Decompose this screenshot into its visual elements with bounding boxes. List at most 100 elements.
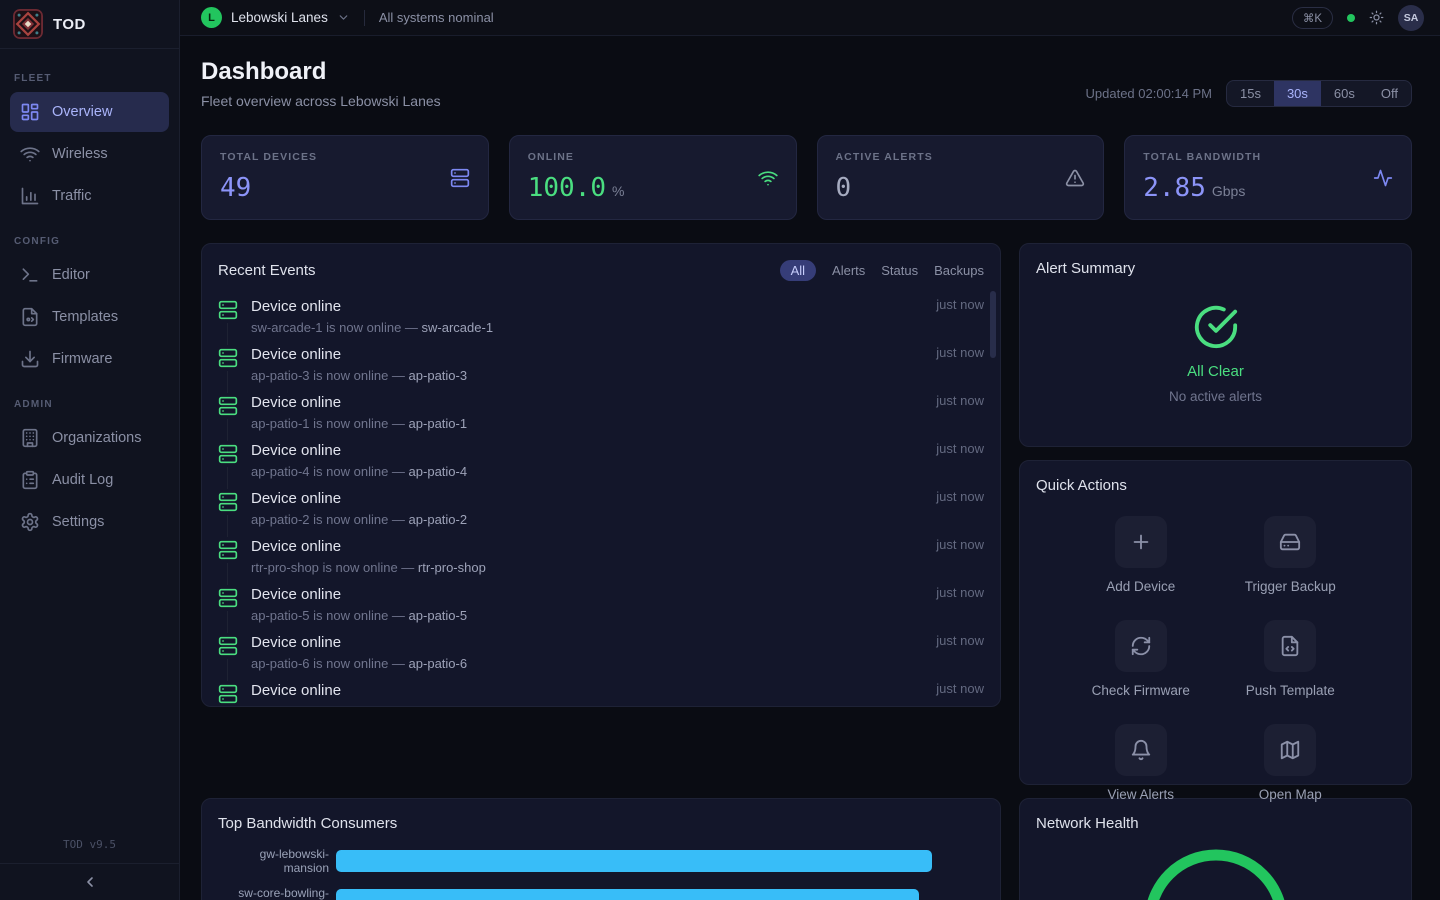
quick-action-add-device[interactable]: Add Device: [1066, 516, 1216, 594]
quick-action-label: Add Device: [1106, 579, 1175, 594]
page-content: Dashboard Fleet overview across Lebowski…: [180, 36, 1440, 900]
stat-card: ONLINE 100.0 %: [509, 135, 797, 220]
sidebar-item-label: Firmware: [52, 351, 112, 367]
wifi-icon: [758, 168, 778, 188]
server-icon: [218, 441, 238, 467]
sidebar-item-editor[interactable]: Editor: [10, 255, 169, 295]
server-icon: [218, 681, 238, 707]
stat-label: TOTAL BANDWIDTH: [1143, 151, 1261, 163]
event-message: ap-patio-3 is now online — ap-patio-3: [251, 368, 923, 383]
event-timestamp: just now: [936, 393, 984, 431]
quick-action-trigger-backup[interactable]: Trigger Backup: [1216, 516, 1366, 594]
server-icon: [218, 393, 238, 419]
sidebar-item-label: Overview: [52, 104, 112, 120]
stat-label: ONLINE: [528, 151, 625, 163]
event-title: Device online: [251, 345, 923, 365]
quick-action-check-firmware[interactable]: Check Firmware: [1066, 620, 1216, 698]
event-list-item[interactable]: Device online rtr-pro-shop is now online…: [218, 537, 984, 575]
network-health-card: Network Health 100: [1019, 798, 1412, 900]
quick-action-view-alerts[interactable]: View Alerts: [1066, 724, 1216, 802]
page-subtitle: Fleet overview across Lebowski Lanes: [201, 93, 441, 109]
event-filter-tabs: All Alerts Status Backups: [780, 260, 984, 281]
divider: [364, 10, 365, 26]
app-logo-icon: [13, 9, 43, 39]
event-list-item[interactable]: Device online ap-patio-5 is now online —…: [218, 585, 984, 623]
left-column: Recent Events All Alerts Status Backups Dev…: [201, 243, 1001, 900]
layout-dashboard-icon: [20, 102, 40, 122]
server-icon: [218, 633, 238, 659]
sun-icon: [1369, 10, 1384, 25]
plus-icon: [1130, 531, 1152, 553]
event-timestamp: just now: [936, 489, 984, 527]
tab-status[interactable]: Status: [881, 260, 918, 281]
event-list-item[interactable]: Device online ap-patio-1 is now online —…: [218, 393, 984, 431]
event-list-item[interactable]: Device online just now: [218, 681, 984, 707]
bandwidth-device-label: gw-lebowski-mansion: [218, 847, 336, 875]
system-status-text: All systems nominal: [379, 10, 494, 25]
event-list-item[interactable]: Device online sw-arcade-1 is now online …: [218, 297, 984, 335]
chevron-down-icon: [337, 11, 350, 24]
building-icon: [20, 428, 40, 448]
stat-card: ACTIVE ALERTS 0: [817, 135, 1105, 220]
sidebar-item-audit-log[interactable]: Audit Log: [10, 460, 169, 500]
nav-section-label: ADMIN: [14, 399, 165, 410]
refresh-option-15s[interactable]: 15s: [1227, 81, 1274, 106]
stat-cards-row: TOTAL DEVICES 49 ONLINE 100.0 %: [201, 135, 1412, 220]
tab-all[interactable]: All: [780, 260, 816, 281]
bandwidth-bar: [336, 889, 919, 900]
refresh-icon: [1130, 635, 1152, 657]
sidebar-item-label: Organizations: [52, 430, 141, 446]
sidebar-item-traffic[interactable]: Traffic: [10, 176, 169, 216]
tab-backups[interactable]: Backups: [934, 260, 984, 281]
quick-action-open-map[interactable]: Open Map: [1216, 724, 1366, 802]
gear-icon: [20, 512, 40, 532]
event-message: rtr-pro-shop is now online — rtr-pro-sho…: [251, 560, 923, 575]
event-list-item[interactable]: Device online ap-patio-2 is now online —…: [218, 489, 984, 527]
sidebar-item-wireless[interactable]: Wireless: [10, 134, 169, 174]
event-timestamp: just now: [936, 633, 984, 671]
recent-events-title: Recent Events: [218, 262, 316, 279]
bandwidth-device-label: sw-core-bowling-alley: [218, 886, 336, 900]
sidebar-item-overview[interactable]: Overview: [10, 92, 169, 132]
event-title: Device online: [251, 681, 923, 701]
quick-actions-card: Quick Actions Add Device Trigger Backup …: [1019, 460, 1412, 785]
stat-value: 100.0: [528, 173, 606, 203]
events-scrollbar[interactable]: [990, 291, 996, 358]
event-title: Device online: [251, 633, 923, 653]
event-list-item[interactable]: Device online ap-patio-3 is now online —…: [218, 345, 984, 383]
tenant-avatar: L: [201, 7, 222, 28]
sidebar-item-organizations[interactable]: Organizations: [10, 418, 169, 458]
terminal-icon: [20, 265, 40, 285]
quick-action-label: View Alerts: [1107, 787, 1174, 802]
stat-suffix: %: [612, 183, 624, 199]
refresh-option-off[interactable]: Off: [1368, 81, 1411, 106]
event-timestamp: just now: [936, 441, 984, 479]
refresh-interval-control: 15s30s60sOff: [1226, 80, 1412, 107]
sidebar-item-label: Audit Log: [52, 472, 113, 488]
clipboard-icon: [20, 470, 40, 490]
bandwidth-bar: [336, 850, 932, 872]
right-column: Alert Summary All Clear No active alerts…: [1019, 243, 1412, 900]
event-message: ap-patio-2 is now online — ap-patio-2: [251, 512, 923, 527]
event-list-item[interactable]: Device online ap-patio-6 is now online —…: [218, 633, 984, 671]
tenant-selector[interactable]: L Lebowski Lanes: [201, 7, 350, 28]
refresh-option-30s[interactable]: 30s: [1274, 81, 1321, 106]
nav-section-label: FLEET: [14, 73, 165, 84]
theme-toggle-button[interactable]: [1369, 10, 1384, 25]
refresh-option-60s[interactable]: 60s: [1321, 81, 1368, 106]
command-palette-button[interactable]: ⌘K: [1292, 7, 1333, 29]
app-logo-row: TOD: [0, 0, 179, 49]
sidebar-item-templates[interactable]: Templates: [10, 297, 169, 337]
sidebar-item-firmware[interactable]: Firmware: [10, 339, 169, 379]
sidebar-item-settings[interactable]: Settings: [10, 502, 169, 542]
quick-actions-title: Quick Actions: [1036, 477, 1395, 494]
sidebar-collapse-button[interactable]: [0, 863, 179, 900]
quick-action-push-template[interactable]: Push Template: [1216, 620, 1366, 698]
event-list-item[interactable]: Device online ap-patio-4 is now online —…: [218, 441, 984, 479]
stat-suffix: Gbps: [1212, 183, 1245, 199]
nav-section-label: CONFIG: [14, 236, 165, 247]
event-title: Device online: [251, 489, 923, 509]
tab-alerts[interactable]: Alerts: [832, 260, 865, 281]
user-avatar[interactable]: SA: [1398, 5, 1424, 31]
map-icon: [1279, 739, 1301, 761]
